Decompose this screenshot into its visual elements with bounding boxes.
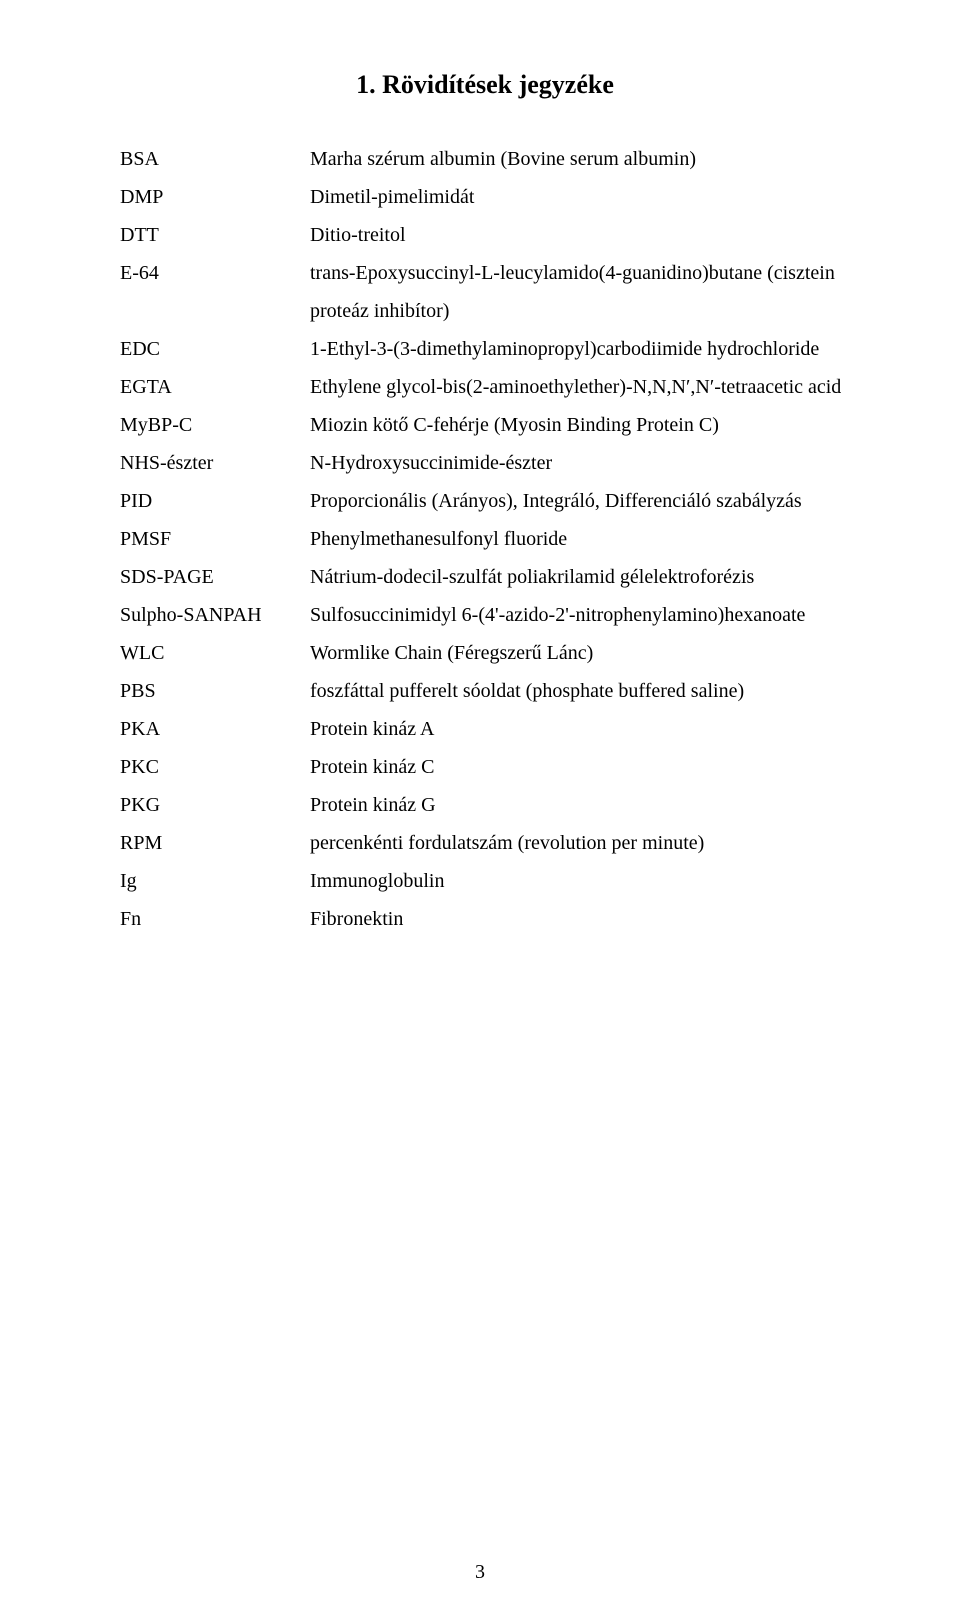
abbrev-term: SDS-PAGE bbox=[120, 558, 310, 596]
abbrev-entry: MyBP-CMiozin kötő C-fehérje (Myosin Bind… bbox=[120, 406, 850, 444]
abbrev-definition: Phenylmethanesulfonyl fluoride bbox=[310, 520, 850, 558]
abbrev-definition: Dimetil-pimelimidát bbox=[310, 178, 850, 216]
abbrev-term: RPM bbox=[120, 824, 310, 862]
abbrev-definition: Nátrium-dodecil-szulfát poliakrilamid gé… bbox=[310, 558, 850, 596]
abbrev-entry: DMPDimetil-pimelimidát bbox=[120, 178, 850, 216]
abbrev-entry: IgImmunoglobulin bbox=[120, 862, 850, 900]
abbrev-definition: 1-Ethyl-3-(3-dimethylaminopropyl)carbodi… bbox=[310, 330, 850, 368]
abbrev-entry: PBSfoszfáttal pufferelt sóoldat (phospha… bbox=[120, 672, 850, 710]
abbrev-entry: PKCProtein kináz C bbox=[120, 748, 850, 786]
abbrev-term: E-64 bbox=[120, 254, 310, 292]
abbrev-term: PKG bbox=[120, 786, 310, 824]
abbrev-term: MyBP-C bbox=[120, 406, 310, 444]
abbrev-term: EDC bbox=[120, 330, 310, 368]
abbreviation-list: BSAMarha szérum albumin (Bovine serum al… bbox=[120, 140, 850, 938]
abbrev-term: BSA bbox=[120, 140, 310, 178]
abbrev-term: NHS-észter bbox=[120, 444, 310, 482]
abbrev-term: PKA bbox=[120, 710, 310, 748]
abbrev-entry: PKGProtein kináz G bbox=[120, 786, 850, 824]
abbrev-term: WLC bbox=[120, 634, 310, 672]
abbrev-entry: EDC1-Ethyl-3-(3-dimethylaminopropyl)carb… bbox=[120, 330, 850, 368]
page-number: 3 bbox=[0, 1561, 960, 1584]
abbrev-definition: Proporcionális (Arányos), Integráló, Dif… bbox=[310, 482, 850, 520]
page-title: 1. Rövidítések jegyzéke bbox=[120, 70, 850, 100]
abbrev-entry: WLCWormlike Chain (Féregszerű Lánc) bbox=[120, 634, 850, 672]
abbrev-term: Ig bbox=[120, 862, 310, 900]
abbrev-entry: E-64trans-Epoxysuccinyl-L-leucylamido(4-… bbox=[120, 254, 850, 330]
abbrev-entry: BSAMarha szérum albumin (Bovine serum al… bbox=[120, 140, 850, 178]
abbrev-definition: percenkénti fordulatszám (revolution per… bbox=[310, 824, 850, 862]
document-page: 1. Rövidítések jegyzéke BSAMarha szérum … bbox=[0, 0, 960, 1619]
abbrev-entry: Sulpho-SANPAHSulfosuccinimidyl 6-(4'-azi… bbox=[120, 596, 850, 634]
abbrev-entry: PIDProporcionális (Arányos), Integráló, … bbox=[120, 482, 850, 520]
abbrev-term: Fn bbox=[120, 900, 310, 938]
abbrev-term: DTT bbox=[120, 216, 310, 254]
abbrev-definition: trans-Epoxysuccinyl-L-leucylamido(4-guan… bbox=[310, 254, 850, 330]
abbrev-term: PBS bbox=[120, 672, 310, 710]
abbrev-entry: SDS-PAGENátrium-dodecil-szulfát poliakri… bbox=[120, 558, 850, 596]
abbrev-definition: Fibronektin bbox=[310, 900, 850, 938]
abbrev-term: PID bbox=[120, 482, 310, 520]
abbrev-definition: Protein kináz C bbox=[310, 748, 850, 786]
abbrev-definition: Miozin kötő C-fehérje (Myosin Binding Pr… bbox=[310, 406, 850, 444]
abbrev-definition: Marha szérum albumin (Bovine serum album… bbox=[310, 140, 850, 178]
abbrev-definition: Sulfosuccinimidyl 6-(4'-azido-2'-nitroph… bbox=[310, 596, 850, 634]
abbrev-definition: Ethylene glycol-bis(2-aminoethylether)-N… bbox=[310, 368, 850, 406]
abbrev-definition: Ditio-treitol bbox=[310, 216, 850, 254]
abbrev-term: DMP bbox=[120, 178, 310, 216]
abbrev-entry: RPMpercenkénti fordulatszám (revolution … bbox=[120, 824, 850, 862]
abbrev-term: EGTA bbox=[120, 368, 310, 406]
abbrev-term: PKC bbox=[120, 748, 310, 786]
abbrev-definition: N-Hydroxysuccinimide-észter bbox=[310, 444, 850, 482]
abbrev-definition: Wormlike Chain (Féregszerű Lánc) bbox=[310, 634, 850, 672]
abbrev-definition: Immunoglobulin bbox=[310, 862, 850, 900]
abbrev-entry: NHS-észterN-Hydroxysuccinimide-észter bbox=[120, 444, 850, 482]
abbrev-entry: FnFibronektin bbox=[120, 900, 850, 938]
abbrev-term: PMSF bbox=[120, 520, 310, 558]
abbrev-entry: DTTDitio-treitol bbox=[120, 216, 850, 254]
abbrev-entry: PKAProtein kináz A bbox=[120, 710, 850, 748]
abbrev-entry: EGTAEthylene glycol-bis(2-aminoethylethe… bbox=[120, 368, 850, 406]
abbrev-definition: Protein kináz G bbox=[310, 786, 850, 824]
abbrev-entry: PMSFPhenylmethanesulfonyl fluoride bbox=[120, 520, 850, 558]
abbrev-definition: Protein kináz A bbox=[310, 710, 850, 748]
abbrev-definition: foszfáttal pufferelt sóoldat (phosphate … bbox=[310, 672, 850, 710]
abbrev-term: Sulpho-SANPAH bbox=[120, 596, 310, 634]
